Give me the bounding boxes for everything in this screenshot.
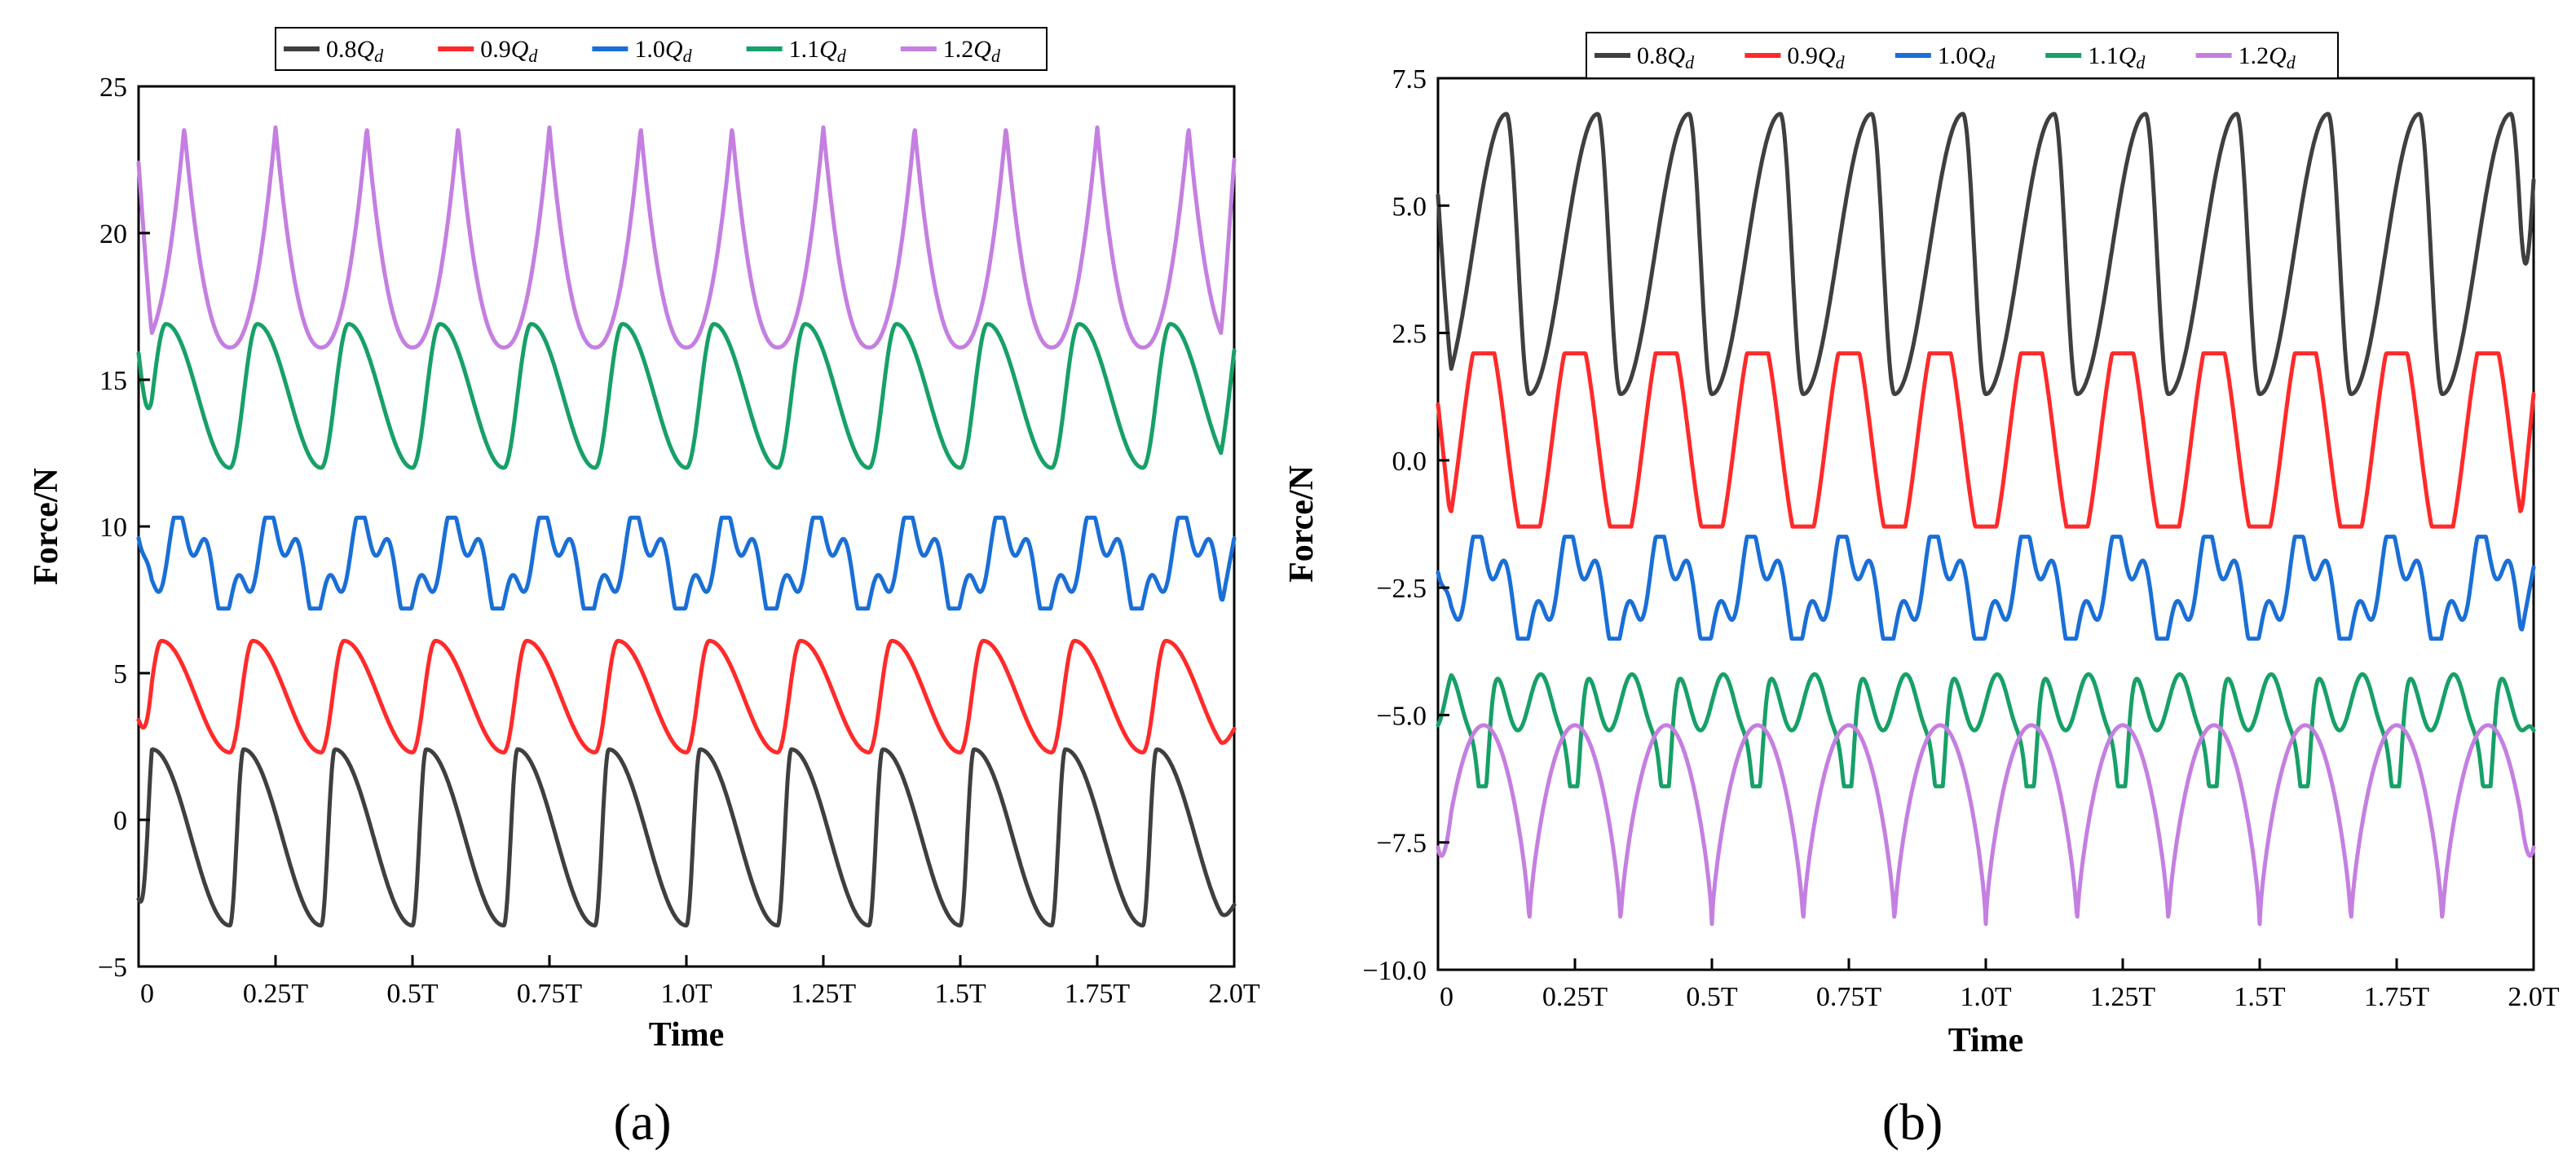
legend-label-1.1Qd-a: 1.1Qd	[789, 36, 847, 66]
x-tick-label-a: 0.5T	[386, 979, 439, 1009]
legend-label-1.0Qd-a: 1.0Qd	[634, 36, 692, 66]
x-tick-label-b: 0.5T	[1686, 982, 1738, 1012]
x-tick-label-b: 2.0T	[2508, 982, 2560, 1012]
x-tick-label-b: 1.25T	[2090, 982, 2156, 1012]
y-tick-label-b: 5.0	[1392, 192, 1427, 222]
y-tick-label-a: 15	[99, 366, 127, 396]
panel-caption-a: (a)	[613, 1093, 671, 1151]
plot-frame-a	[137, 85, 1236, 968]
x-tick-label-a: 1.5T	[934, 979, 986, 1009]
series-group-a	[136, 125, 1237, 928]
y-tick-label-b: −5.0	[1376, 701, 1427, 731]
series-line-1.0Qd-b	[1436, 535, 2536, 641]
x-axis-title-b: Time	[1948, 1022, 2024, 1059]
y-tick-label-b: −2.5	[1376, 574, 1427, 604]
legend-label-1.1Qd-b: 1.1Qd	[2088, 42, 2146, 73]
legend-label-0.8Qd-a: 0.8Qd	[326, 36, 384, 66]
series-line-1.0Qd-a	[136, 515, 1237, 611]
legend-label-1.2Qd-b: 1.2Qd	[2239, 42, 2296, 73]
x-tick-label-a: 1.0T	[660, 979, 712, 1009]
legend-b: 0.8Qd 0.9Qd 1.0Qd 1.1Qd 1.2Qd	[1586, 32, 2339, 79]
legend-label-1.2Qd-a: 1.2Qd	[943, 36, 1001, 66]
legend-label-0.8Qd-b: 0.8Qd	[1637, 42, 1695, 73]
x-tick-label-a: 1.25T	[791, 979, 857, 1009]
x-tick-label-a: 0.75T	[517, 979, 583, 1009]
series-line-0.9Qd-a	[136, 638, 1237, 755]
chart-panel-b: 0 0.25T 0.5T 0.75T 1.0T 1.25T 1.5T 1.75T 2.0T −10…	[1283, 32, 2560, 1151]
x-tick-label-b: 1.0T	[1960, 982, 2012, 1012]
y-tick-label-b: 2.5	[1392, 319, 1427, 350]
legend-label-0.9Qd-a: 0.9Qd	[480, 36, 538, 66]
y-tick-label-a: 0	[113, 806, 127, 836]
x-tick-label-b: 0.25T	[1542, 982, 1608, 1012]
y-tick-label-b: −7.5	[1376, 829, 1427, 859]
x-tick-label-b: 0.75T	[1816, 982, 1882, 1012]
x-tick-label-a: 0.25T	[243, 979, 309, 1009]
series-line-1.2Qd-a	[136, 125, 1237, 350]
x-tick-label-b: 0	[1440, 982, 1453, 1012]
y-tick-label-b: 7.5	[1392, 64, 1427, 95]
x-tick-label-b: 1.75T	[2364, 982, 2430, 1012]
plot-frame-b	[1436, 77, 2535, 971]
ticks-a: 0 0.25T 0.5T 0.75T 1.0T 1.25T 1.5T 1.75T 2.0T −5 0…	[98, 73, 1260, 1009]
ticks-b: 0 0.25T 0.5T 0.75T 1.0T 1.25T 1.5T 1.75T 2.0T −10…	[1362, 64, 2560, 1012]
x-axis-title-a: Time	[649, 1016, 725, 1054]
panel-caption-b: (b)	[1882, 1093, 1943, 1151]
y-tick-label-a: 5	[113, 659, 127, 689]
series-line-0.9Qd-b	[1436, 351, 2536, 529]
y-tick-label-a: −5	[98, 953, 127, 983]
legend-label-0.9Qd-b: 0.9Qd	[1787, 42, 1845, 73]
y-tick-label-a: 20	[99, 219, 127, 249]
legend-label-1.0Qd-b: 1.0Qd	[1938, 42, 1996, 73]
series-group-b	[1436, 112, 2536, 927]
x-tick-label-b: 1.5T	[2234, 982, 2286, 1012]
y-axis-title-b: Force/N	[1283, 465, 1321, 583]
series-line-0.8Qd-a	[136, 747, 1237, 928]
x-tick-label-a: 1.75T	[1065, 979, 1131, 1009]
y-tick-label-b: 0.0	[1392, 447, 1427, 477]
series-line-0.8Qd-b	[1436, 112, 2536, 397]
y-tick-label-b: −10.0	[1362, 956, 1427, 986]
series-line-1.2Qd-b	[1436, 723, 2536, 927]
series-line-1.1Qd-a	[136, 322, 1237, 470]
x-tick-label-a: 0	[140, 979, 154, 1009]
y-tick-label-a: 25	[99, 73, 127, 103]
legend-a: 0.8Qd 0.9Qd 1.0Qd 1.1Qd 1.2Qd	[275, 27, 1048, 71]
y-axis-title-a: Force/N	[28, 468, 65, 585]
y-tick-label-a: 10	[99, 513, 127, 543]
x-tick-label-a: 2.0T	[1208, 979, 1260, 1009]
chart-panel-a: 0 0.25T 0.5T 0.75T 1.0T 1.25T 1.5T 1.75T 2.0T −5 0…	[28, 27, 1260, 1151]
series-line-1.1Qd-b	[1436, 672, 2536, 789]
